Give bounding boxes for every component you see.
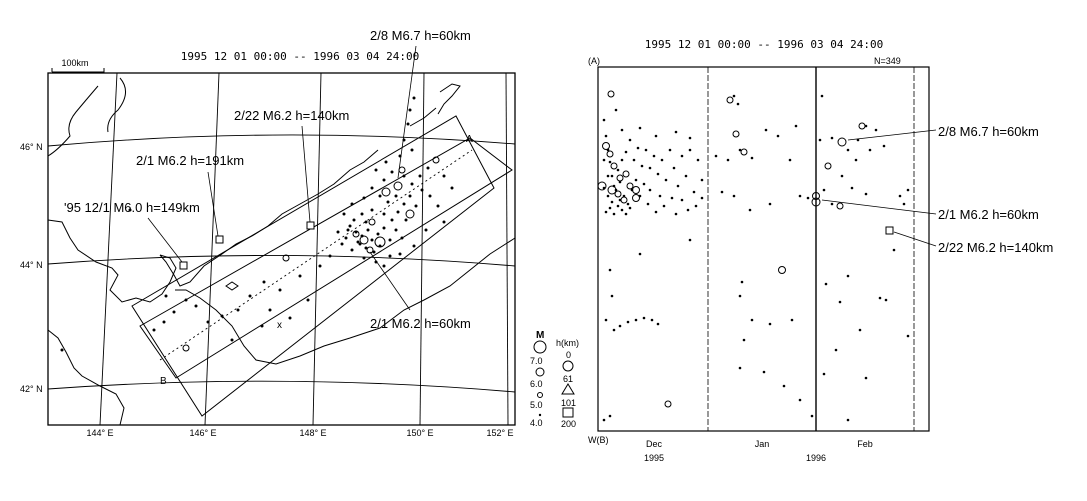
legend-depth-title: h(km) xyxy=(556,338,579,348)
lat-label-42: 42° N xyxy=(20,384,43,394)
month-dividers xyxy=(707,67,915,431)
timeplot-top-label: (A) xyxy=(588,56,600,66)
epicenter-map: 1995 12 01 00:00 -- 1996 03 04 24:00 100… xyxy=(20,28,516,438)
annotation-2-1-deep: 2/1 M6.2 h=191km xyxy=(136,153,244,168)
annotation-2-1-shallow: 2/1 M6.2 h=60km xyxy=(370,316,471,331)
profile-end-b: B xyxy=(160,376,167,387)
time-annotation-2-8: 2/8 M6.7 h=60km xyxy=(938,124,1039,139)
month-label-jan: Jan xyxy=(755,439,770,449)
map-period: 1995 12 01 00:00 -- 1996 03 04 24:00 xyxy=(181,50,419,63)
profile-center-mark: x xyxy=(277,320,282,331)
scale-bar: 100km xyxy=(51,58,105,73)
legend-mag-title: M xyxy=(536,330,544,341)
legend-mag-7: 7.0 xyxy=(530,356,543,366)
legend-depth-61: 61 xyxy=(563,374,573,384)
year-label-1995: 1995 xyxy=(644,453,664,463)
legend-depth-0: 0 xyxy=(566,350,571,360)
annotation-2-8: 2/8 M6.7 h=60km xyxy=(370,28,471,43)
month-label-feb: Feb xyxy=(857,439,873,449)
legend-mag-6: 6.0 xyxy=(530,379,543,389)
lat-labels: 46° N 44° N 42° N xyxy=(20,142,43,394)
lat-label-44: 44° N xyxy=(20,260,43,270)
epicenter-dots xyxy=(60,96,454,352)
latitude-lines xyxy=(47,134,516,393)
timeplot-count: N=349 xyxy=(874,56,901,66)
timeplot-frame xyxy=(597,66,930,432)
lat-label-46: 46° N xyxy=(20,142,43,152)
space-time-plot: 1995 12 01 00:00 -- 1996 03 04 24:00 (A)… xyxy=(588,38,1053,463)
longitude-lines xyxy=(99,72,509,426)
lon-label-150: 150° E xyxy=(406,428,433,438)
scale-label: 100km xyxy=(61,58,88,68)
lon-label-148: 148° E xyxy=(299,428,326,438)
timeplot-annotations: 2/8 M6.7 h=60km 2/1 M6.2 h=60km 2/22 M6.… xyxy=(821,124,1053,255)
year-label-1996: 1996 xyxy=(806,453,826,463)
timeplot-bottom-label: W(B) xyxy=(588,435,609,445)
lon-labels: 144° E 146° E 148° E 150° E 152° E xyxy=(86,428,513,438)
coastlines xyxy=(47,77,516,426)
profile-boxes xyxy=(131,115,513,417)
legend: M 7.0 6.0 5.0 4.0 h(km) 0 61 101 200 xyxy=(530,330,579,429)
annotation-95-12-1: '95 12/1 M6.0 h=149km xyxy=(64,200,200,215)
timeplot-circles xyxy=(597,90,866,408)
deep-event-squares xyxy=(179,221,315,270)
lon-label-146: 146° E xyxy=(189,428,216,438)
map-annotations: 2/8 M6.7 h=60km 2/22 M6.2 h=140km 2/1 M6… xyxy=(64,28,471,331)
legend-mag-5: 5.0 xyxy=(530,400,543,410)
timeplot-dots xyxy=(602,94,910,422)
annotation-2-22: 2/22 M6.2 h=140km xyxy=(234,108,349,123)
legend-mag-4: 4.0 xyxy=(530,418,543,428)
legend-depth-200: 200 xyxy=(561,419,576,429)
map-frame xyxy=(47,72,516,426)
month-label-dec: Dec xyxy=(646,439,663,449)
lon-label-152: 152° E xyxy=(486,428,513,438)
epicenter-circles xyxy=(182,156,440,352)
legend-depth-101: 101 xyxy=(561,398,576,408)
lon-label-144: 144° E xyxy=(86,428,113,438)
timeplot-period: 1995 12 01 00:00 -- 1996 03 04 24:00 xyxy=(645,38,883,51)
timeplot-square xyxy=(885,226,894,235)
time-annotation-2-1: 2/1 M6.2 h=60km xyxy=(938,207,1039,222)
time-annotation-2-22: 2/22 M6.2 h=140km xyxy=(938,240,1053,255)
profile-start-a: A xyxy=(466,134,473,145)
